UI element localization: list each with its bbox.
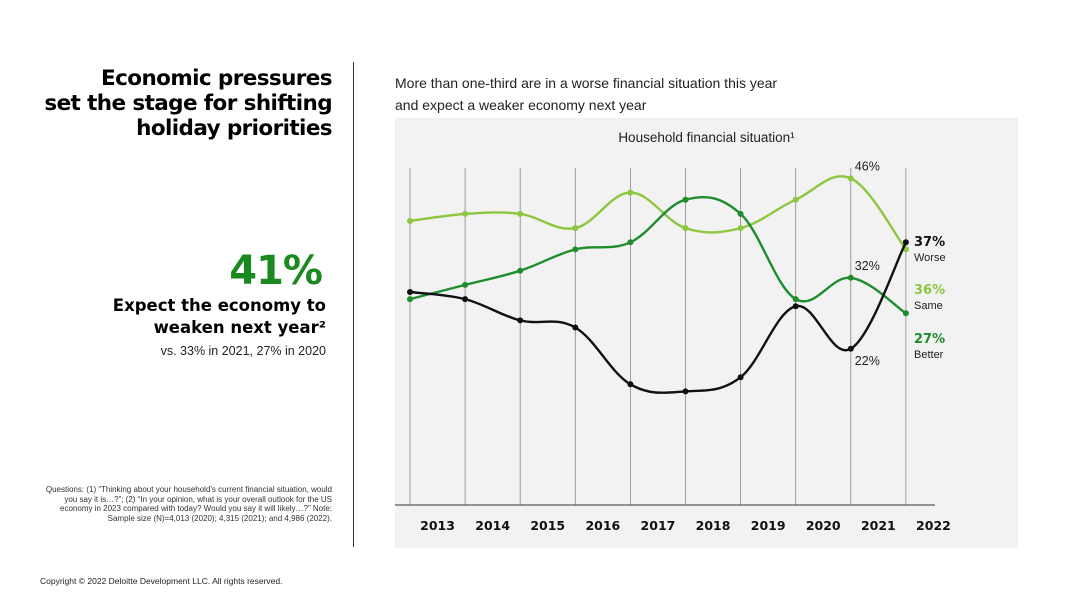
data-point-same xyxy=(792,196,799,203)
end-value-label: 27% xyxy=(914,332,945,347)
end-value-label: 36% xyxy=(914,283,945,298)
data-point-same xyxy=(682,225,689,232)
data-point-better xyxy=(407,296,413,303)
x-tick-label: 2017 xyxy=(641,518,676,533)
title-line: Economic pressures xyxy=(101,66,333,91)
data-point-same xyxy=(462,210,469,217)
data-label: 46% xyxy=(855,159,880,173)
title-line: holiday priorities xyxy=(136,116,332,141)
data-point-same xyxy=(737,225,744,232)
data-point-worse xyxy=(792,303,799,310)
chart-panel xyxy=(395,118,1018,548)
data-point-better xyxy=(627,239,634,246)
data-point-better xyxy=(792,296,799,303)
data-point-worse xyxy=(627,381,634,388)
data-point-same xyxy=(572,225,579,232)
x-tick-label: 2018 xyxy=(696,518,731,533)
stat-label: Expect the economy to weaken next year² xyxy=(26,295,326,339)
data-point-worse xyxy=(407,289,413,295)
data-point-same xyxy=(407,218,413,224)
series-line-better xyxy=(409,196,907,315)
headline-line: More than one-third are in a worse finan… xyxy=(395,75,778,91)
x-tick-label: 2021 xyxy=(861,518,896,533)
data-point-worse xyxy=(847,345,854,352)
stat-value: 41% xyxy=(229,248,323,294)
data-point-better xyxy=(572,246,579,253)
data-label: 22% xyxy=(855,354,880,368)
data-point-worse xyxy=(902,239,909,246)
stat-label-line: weaken next year² xyxy=(153,318,326,337)
data-point-same xyxy=(627,189,634,196)
title-line: set the stage for shifting xyxy=(44,91,332,116)
data-point-worse xyxy=(682,388,689,395)
end-value-label: 37% xyxy=(914,235,945,250)
stat-comparison: vs. 33% in 2021, 27% in 2020 xyxy=(160,344,326,358)
data-point-worse xyxy=(517,317,524,324)
data-point-better xyxy=(737,210,744,217)
page-title: Economic pressures set the stage for shi… xyxy=(12,66,332,141)
data-point-same xyxy=(847,175,854,182)
x-tick-label: 2013 xyxy=(420,518,455,533)
x-tick-label: 2022 xyxy=(916,518,951,533)
x-tick-label: 2014 xyxy=(475,518,510,533)
legend-label: Better xyxy=(914,349,944,361)
data-point-same xyxy=(517,210,524,217)
methodology-note: Questions: (1) “Thinking about your hous… xyxy=(45,485,332,523)
data-point-better xyxy=(462,281,469,288)
series-line-same xyxy=(409,175,907,251)
data-point-worse xyxy=(572,324,579,331)
data-point-better xyxy=(517,267,524,274)
chart-title: Household financial situation¹ xyxy=(618,130,795,145)
legend-label: Same xyxy=(914,300,943,312)
x-tick-label: 2019 xyxy=(751,518,786,533)
data-point-better xyxy=(847,274,854,281)
data-point-better xyxy=(902,310,909,317)
series-line-worse xyxy=(409,241,907,394)
data-point-worse xyxy=(737,374,744,381)
copyright: Copyright © 2022 Deloitte Development LL… xyxy=(40,576,283,586)
vertical-divider xyxy=(353,62,354,547)
data-point-worse xyxy=(462,296,469,303)
x-tick-label: 2015 xyxy=(530,518,565,533)
legend-label: Worse xyxy=(914,252,946,264)
stat-label-line: Expect the economy to xyxy=(112,296,326,315)
chart-headline: More than one-third are in a worse finan… xyxy=(395,72,777,116)
headline-line: and expect a weaker economy next year xyxy=(395,97,647,113)
data-point-better xyxy=(682,196,689,203)
x-tick-label: 2016 xyxy=(585,518,620,533)
x-tick-label: 2020 xyxy=(806,518,841,533)
data-label: 32% xyxy=(855,259,880,273)
